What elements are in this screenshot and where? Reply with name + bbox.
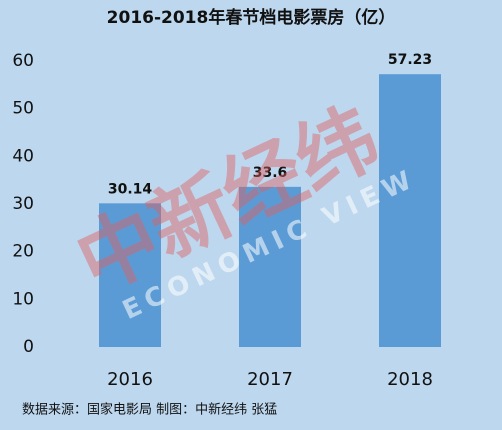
data-label: 57.23 [388,52,432,68]
bar [239,186,301,347]
y-tick-label: 60 [12,51,34,71]
data-label: 33.6 [253,165,288,181]
y-tick-label: 0 [23,337,34,357]
x-tick-label: 2016 [107,369,153,390]
y-tick-label: 40 [12,146,34,166]
y-tick-label: 30 [12,194,34,214]
y-tick-label: 50 [12,99,34,119]
y-tick-label: 20 [12,242,34,262]
bar [379,74,441,347]
bar [99,203,161,347]
y-tick-label: 10 [12,289,34,309]
source-note: 数据来源：国家电影局 制图：中新经纬 张猛 [22,402,277,418]
data-label: 30.14 [108,181,153,197]
x-tick-label: 2017 [247,369,293,390]
x-tick-label: 2018 [387,369,433,390]
chart-title: 2016-2018年春节档电影票房（亿） [107,7,396,28]
